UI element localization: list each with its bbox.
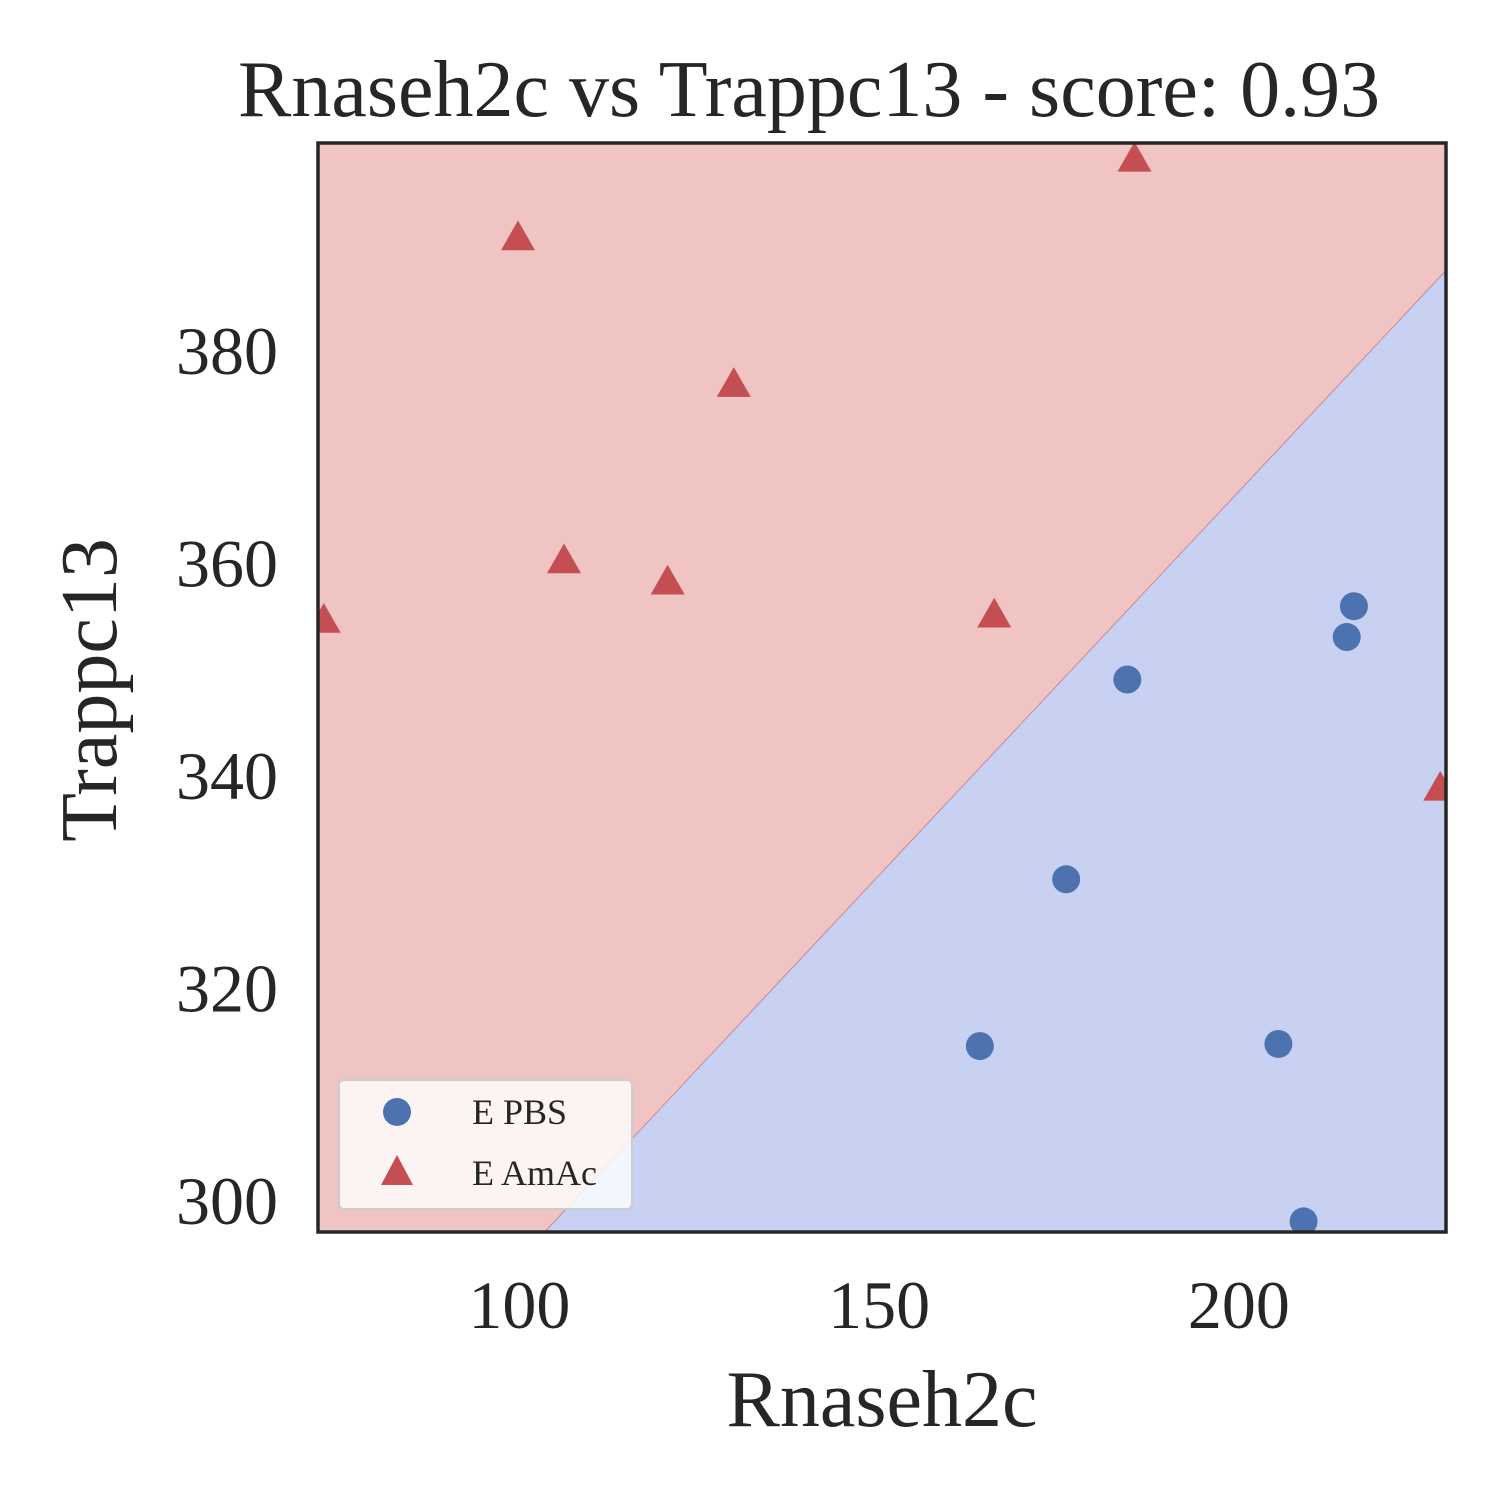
- point-e-amac-3: [547, 543, 582, 574]
- plot-frame: [316, 141, 1448, 1234]
- point-e-amac-5: [318, 603, 341, 633]
- legend-label-e-pbs: E PBS: [472, 1092, 567, 1132]
- y-tick-label-320: 320: [176, 951, 278, 1027]
- point-e-pbs-6: [1289, 1207, 1318, 1232]
- y-tick-label-360: 360: [176, 526, 278, 602]
- legend: E PBS E AmAc: [338, 1079, 633, 1210]
- point-e-amac-0: [500, 220, 535, 251]
- plot-area: [316, 141, 1448, 1234]
- y-tick-label-380: 380: [176, 313, 278, 389]
- x-axis-ticks: 100 150 200: [468, 1267, 1289, 1343]
- x-axis-label: Rnaseh2c: [726, 1356, 1037, 1444]
- point-e-pbs-4: [1332, 623, 1361, 652]
- point-e-pbs-3: [1264, 1029, 1293, 1058]
- legend-label-e-amac: E AmAc: [472, 1153, 597, 1193]
- x-tick-label-200: 200: [1188, 1267, 1290, 1343]
- point-e-amac-4: [650, 564, 685, 595]
- point-e-amac-2: [716, 367, 751, 397]
- chart-title: Rnaseh2c vs Trappc13 - score: 0.93: [238, 46, 1380, 134]
- point-e-pbs-1: [1052, 865, 1081, 894]
- y-axis-ticks: 300 320 340 360 380: [176, 313, 278, 1239]
- point-e-pbs-5: [1339, 592, 1368, 621]
- point-e-amac-7: [1423, 770, 1446, 801]
- y-tick-label-300: 300: [176, 1163, 278, 1239]
- point-e-pbs-0: [1113, 665, 1142, 694]
- point-e-pbs-2: [965, 1032, 994, 1061]
- point-e-amac-6: [977, 597, 1012, 628]
- y-axis-label: Trappc13: [46, 538, 134, 842]
- x-tick-label-150: 150: [828, 1267, 930, 1343]
- x-tick-label-100: 100: [468, 1267, 570, 1343]
- legend-box: [338, 1079, 633, 1210]
- y-tick-label-340: 340: [176, 738, 278, 814]
- decision-boundary-line: [544, 270, 1446, 1232]
- legend-marker-circle: [383, 1098, 411, 1126]
- point-e-amac-1: [1117, 143, 1152, 172]
- legend-marker-triangle: [381, 1155, 413, 1185]
